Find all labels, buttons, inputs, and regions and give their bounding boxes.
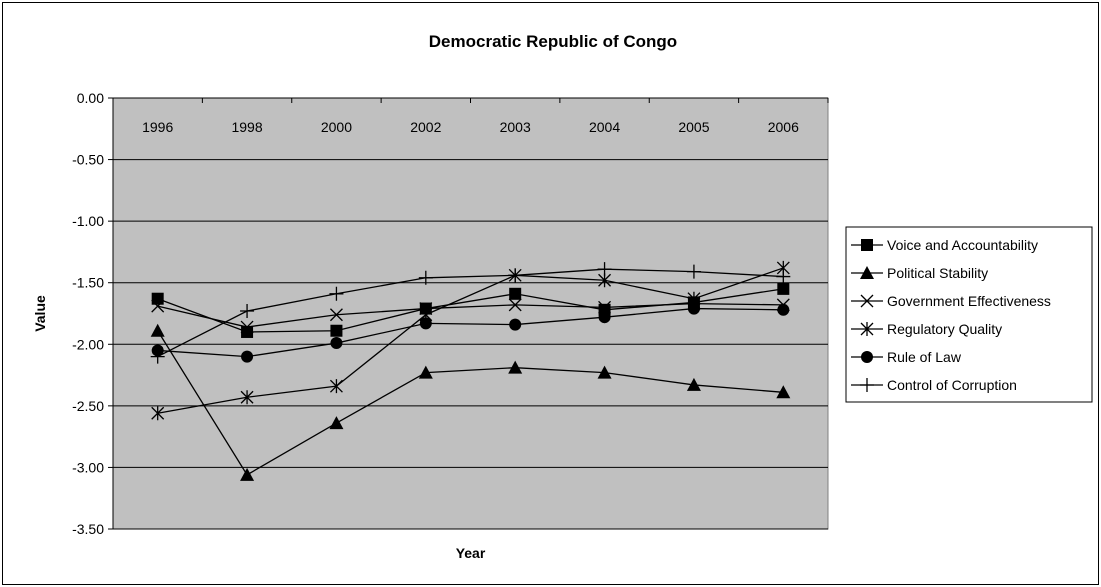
- series-line: [157, 307, 784, 358]
- x-axis-categories: 1996 1998 2000 2002 2003 2004 2005 2006: [142, 119, 799, 135]
- legend-label: Control of Corruption: [887, 377, 1017, 393]
- data-point: [419, 317, 432, 330]
- data-point: [150, 349, 165, 364]
- legend-item: Regulatory Quality: [851, 321, 1002, 337]
- data-point: [509, 287, 522, 300]
- y-axis-ticks: 0.00 -0.50 -1.00 -1.50 -2.00 -2.50 -3.00 -3.50: [72, 90, 104, 537]
- y-axis-label: Value: [32, 295, 48, 332]
- y-tick-label: 0.00: [77, 90, 104, 106]
- data-point: [597, 365, 612, 379]
- y-tick-label: -2.00: [72, 336, 104, 352]
- data-point: [777, 303, 790, 316]
- legend-marker: [861, 351, 873, 363]
- y-tick-label: -3.00: [72, 459, 104, 475]
- data-point: [241, 350, 254, 363]
- legend-marker: [860, 294, 874, 308]
- x-category-label: 2000: [321, 119, 352, 135]
- data-point: [598, 311, 611, 324]
- legend-box: [845, 226, 1093, 403]
- data-point: [329, 286, 344, 301]
- y-tick-label: -2.50: [72, 398, 104, 414]
- data-point: [240, 320, 254, 334]
- data-point: [686, 264, 701, 279]
- legend-item: Control of Corruption: [851, 377, 1017, 393]
- legend-label: Rule of Law: [887, 349, 962, 365]
- data-point: [151, 299, 165, 313]
- data-point: [240, 467, 255, 481]
- data-point: [241, 325, 254, 338]
- series-layer: [150, 260, 791, 481]
- legend-item: Voice and Accountability: [851, 237, 1038, 253]
- line-chart: Democratic Republic of Congo 0.00 -0.50 -1…: [32, 32, 1093, 561]
- x-category-label: 2006: [768, 119, 799, 135]
- x-category-label: 2005: [678, 119, 709, 135]
- data-point: [151, 406, 165, 421]
- x-axis-label: Year: [456, 545, 486, 561]
- series-line: [157, 302, 784, 328]
- data-point: [508, 268, 523, 283]
- legend: Voice and Accountability Political Stabil…: [845, 226, 1093, 403]
- data-point: [151, 292, 164, 305]
- data-point: [508, 298, 522, 312]
- chart-title: Democratic Republic of Congo: [429, 32, 677, 51]
- data-point: [418, 365, 433, 379]
- x-category-label: 2003: [500, 119, 531, 135]
- legend-label: Political Stability: [887, 265, 988, 281]
- legend-label: Government Effectiveness: [887, 293, 1051, 309]
- data-point: [150, 323, 165, 337]
- series-triangle: [150, 323, 791, 481]
- data-point: [686, 377, 701, 391]
- y-tick-label: -3.50: [72, 521, 104, 537]
- x-category-label: 2004: [589, 119, 620, 135]
- data-point: [418, 270, 433, 285]
- legend-marker: [860, 322, 874, 336]
- data-point: [330, 324, 343, 337]
- data-point: [597, 262, 612, 277]
- legend-marker: [860, 266, 874, 279]
- legend-label: Voice and Accountability: [887, 237, 1038, 253]
- legend-item: Political Stability: [851, 265, 988, 281]
- legend-marker: [861, 239, 873, 251]
- legend-label: Regulatory Quality: [887, 321, 1002, 337]
- legend-marker: [860, 378, 874, 392]
- x-category-label: 1996: [142, 119, 173, 135]
- y-tick-label: -0.50: [72, 152, 104, 168]
- series-line: [157, 330, 784, 476]
- data-point: [329, 416, 344, 430]
- gridlines: [108, 97, 829, 530]
- legend-item: Government Effectiveness: [851, 293, 1051, 309]
- data-point: [777, 282, 790, 295]
- legend-item: Rule of Law: [851, 349, 962, 365]
- series-plus: [150, 262, 791, 364]
- data-point: [329, 308, 343, 322]
- data-point: [776, 269, 791, 284]
- data-point: [240, 304, 255, 319]
- data-point: [329, 379, 343, 394]
- data-point: [330, 337, 343, 350]
- data-point: [240, 390, 254, 405]
- series-circle: [151, 302, 790, 363]
- data-point: [687, 302, 700, 315]
- y-tick-label: -1.50: [72, 275, 104, 291]
- data-point: [508, 360, 523, 374]
- y-tick-label: -1.00: [72, 213, 104, 229]
- series-line: [157, 267, 784, 414]
- data-point: [509, 318, 522, 331]
- series-line: [157, 268, 784, 358]
- data-point: [598, 300, 612, 314]
- plot-area: [112, 97, 829, 530]
- data-point: [776, 385, 791, 399]
- x-category-label: 2002: [410, 119, 441, 135]
- x-category-label: 1998: [231, 119, 262, 135]
